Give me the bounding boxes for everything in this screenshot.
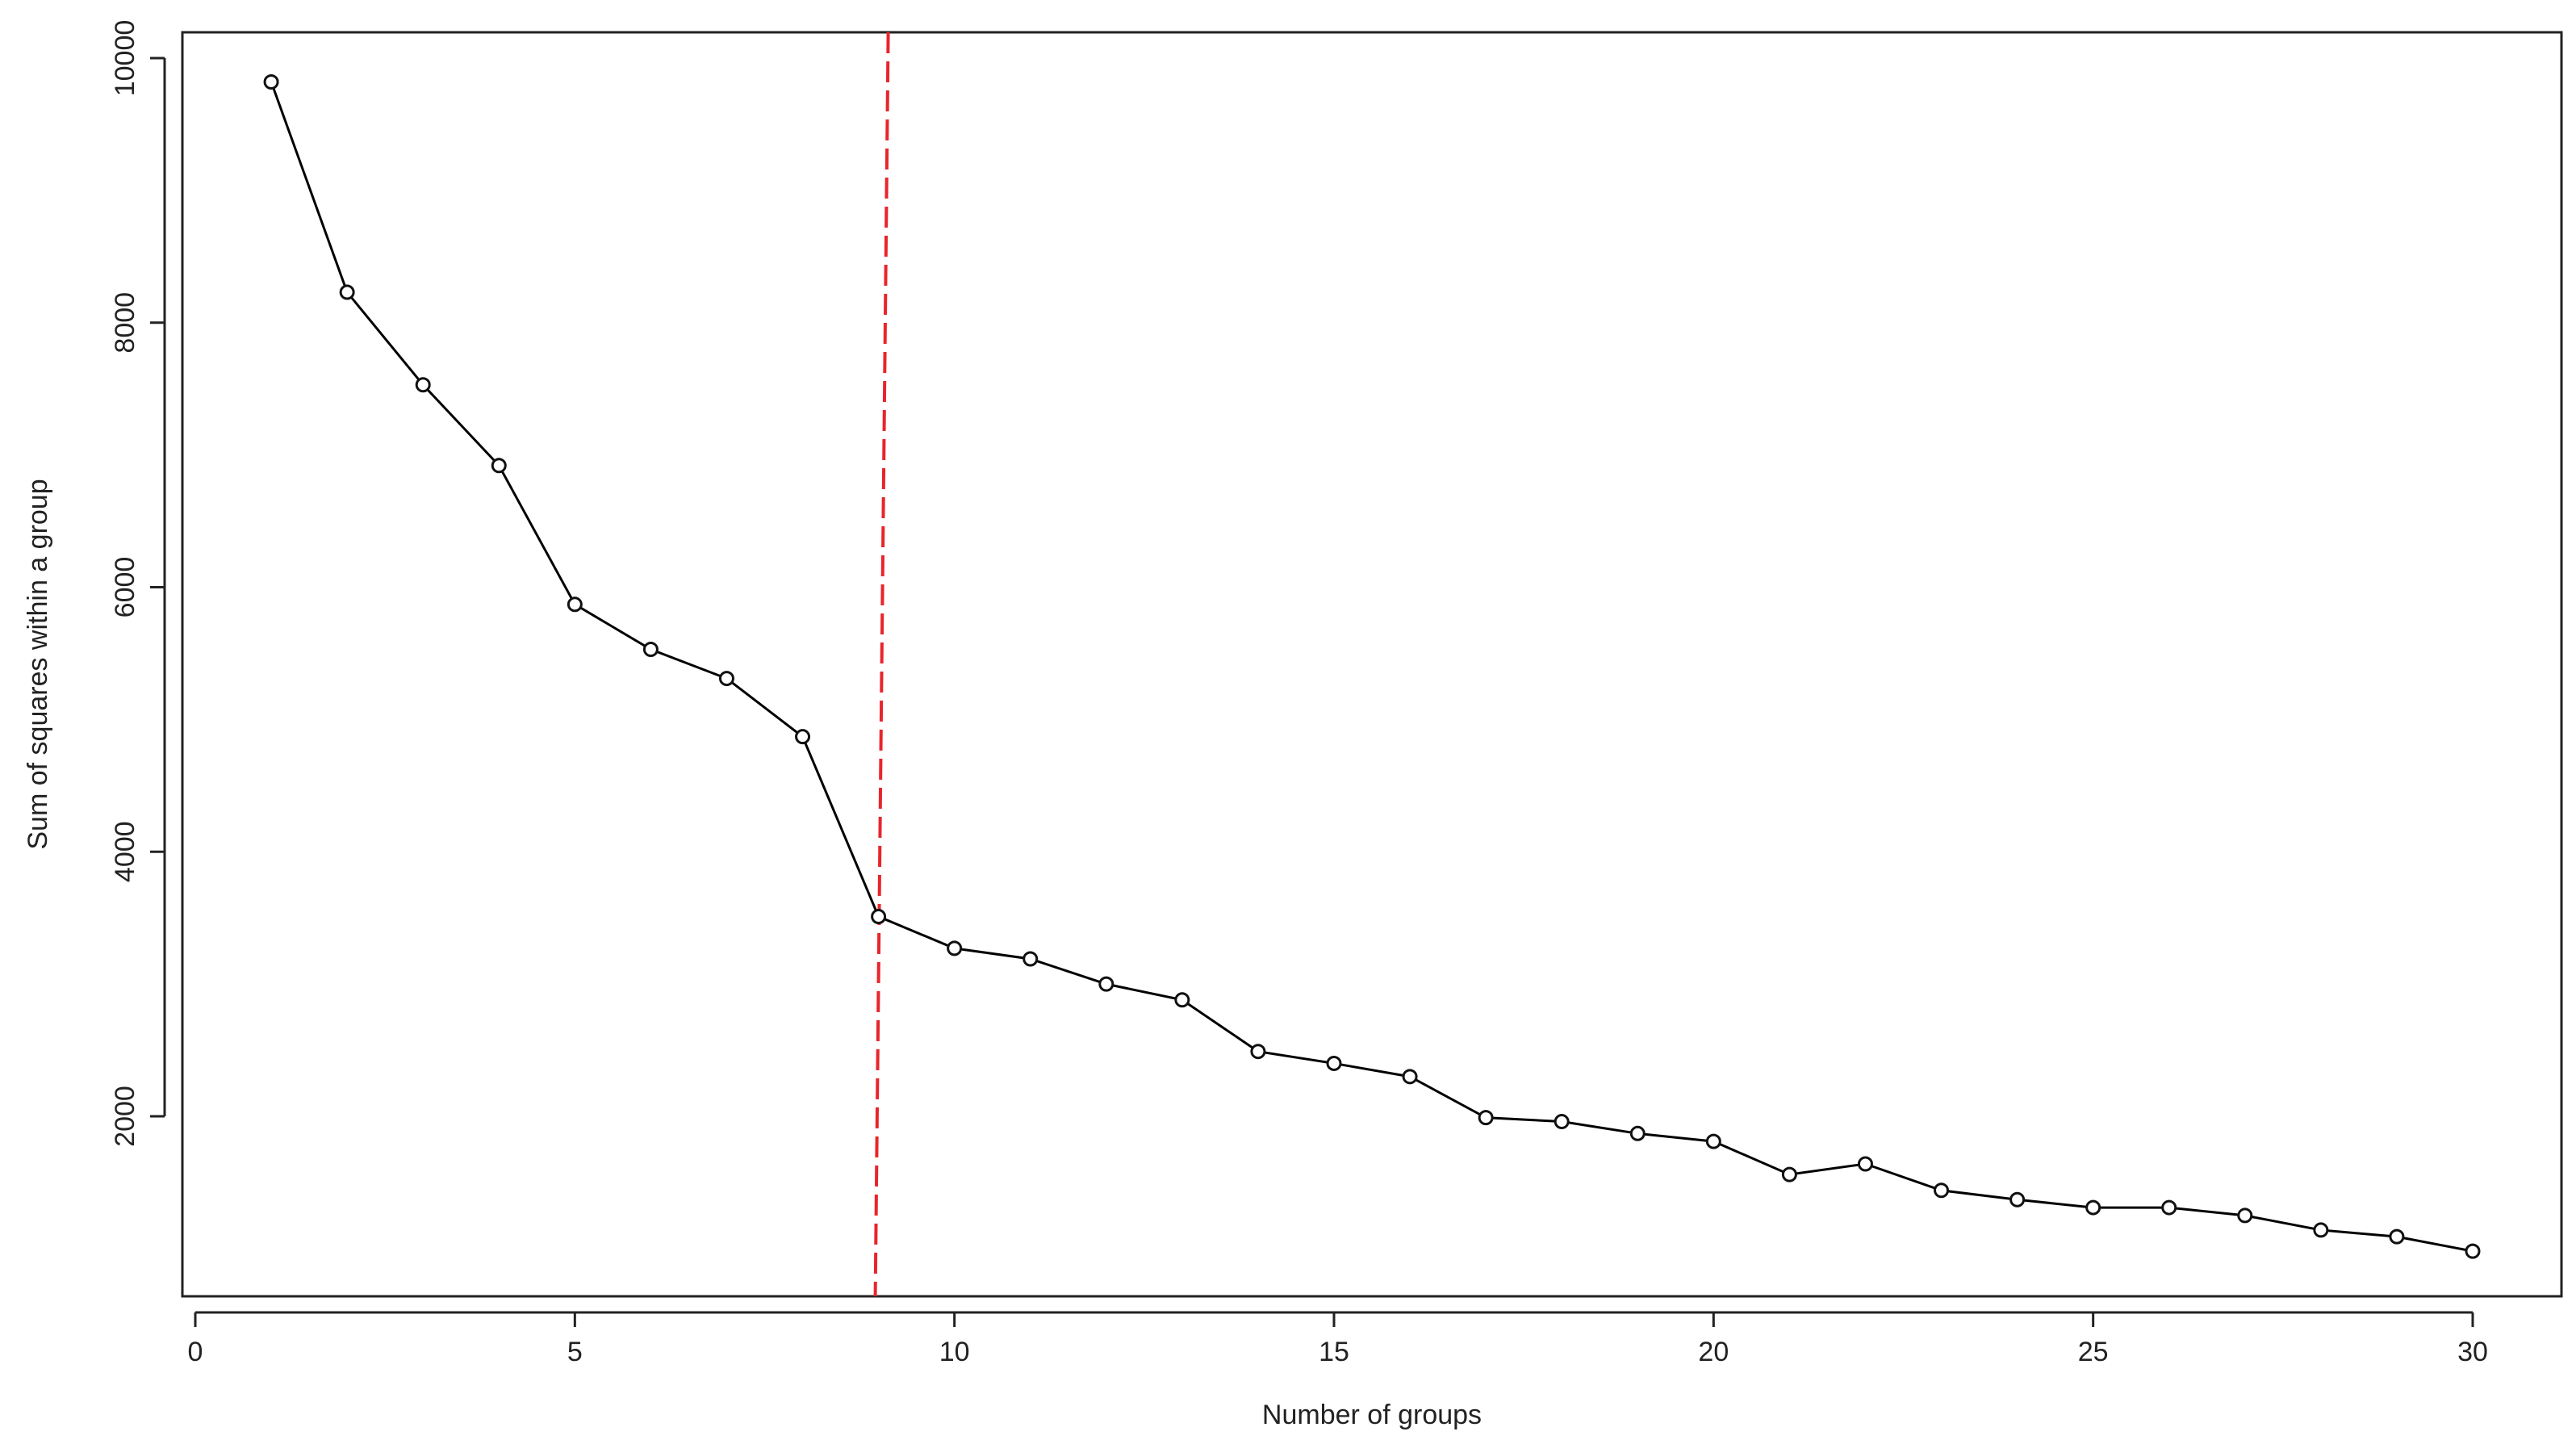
data-point	[947, 940, 963, 956]
data-point	[1705, 1133, 1721, 1149]
x-tick-label: 30	[2457, 1337, 2488, 1367]
data-points	[263, 73, 2481, 1259]
data-point	[1781, 1166, 1797, 1182]
reference-line-x9	[873, 31, 890, 1297]
data-point	[795, 729, 811, 745]
data-point	[1250, 1044, 1266, 1060]
data-point	[1174, 992, 1190, 1008]
data-point	[1857, 1156, 1873, 1172]
y-tick-label: 10000	[110, 20, 140, 97]
data-point	[2085, 1199, 2101, 1216]
data-point	[1934, 1182, 1950, 1199]
data-point	[2009, 1191, 2026, 1208]
x-tick-label: 5	[567, 1337, 583, 1367]
series-line	[270, 81, 2474, 1253]
data-point	[718, 671, 734, 687]
data-point	[1326, 1055, 1342, 1071]
y-axis-label: Sum of squares within a group	[23, 479, 53, 849]
data-point	[2465, 1243, 2481, 1259]
x-tick-label: 0	[188, 1337, 203, 1367]
data-point	[1478, 1110, 1494, 1126]
y-tick-label: 2000	[110, 1086, 140, 1147]
data-point	[339, 284, 355, 300]
plot-frame	[181, 31, 2563, 1298]
data-point	[1402, 1069, 1418, 1085]
x-tick-label: 25	[2078, 1337, 2109, 1367]
data-point	[642, 642, 659, 658]
y-tick-label: 4000	[110, 821, 140, 882]
x-tick-label: 10	[939, 1337, 970, 1367]
data-point	[1022, 951, 1039, 967]
data-point	[871, 909, 887, 925]
x-tick-label: 20	[1698, 1337, 1729, 1367]
data-point	[1629, 1125, 1646, 1141]
y-tick-label: 6000	[110, 557, 140, 618]
data-point	[567, 596, 583, 613]
data-point	[2161, 1199, 2177, 1216]
x-axis-label: Number of groups	[1262, 1400, 1482, 1430]
data-point	[2389, 1228, 2405, 1245]
data-point	[2237, 1208, 2253, 1224]
data-point	[263, 73, 279, 90]
data-point	[1554, 1114, 1570, 1130]
data-point	[2313, 1222, 2329, 1238]
x-tick-label: 15	[1319, 1337, 1349, 1367]
data-point	[415, 377, 431, 393]
y-axis: 2000 4000 6000 8000 10000	[110, 20, 166, 1147]
data-point	[491, 458, 507, 474]
y-tick-label: 8000	[110, 292, 140, 354]
data-point	[1098, 976, 1114, 992]
x-axis: 0 5 10 15 20 25 30	[188, 1311, 2488, 1367]
